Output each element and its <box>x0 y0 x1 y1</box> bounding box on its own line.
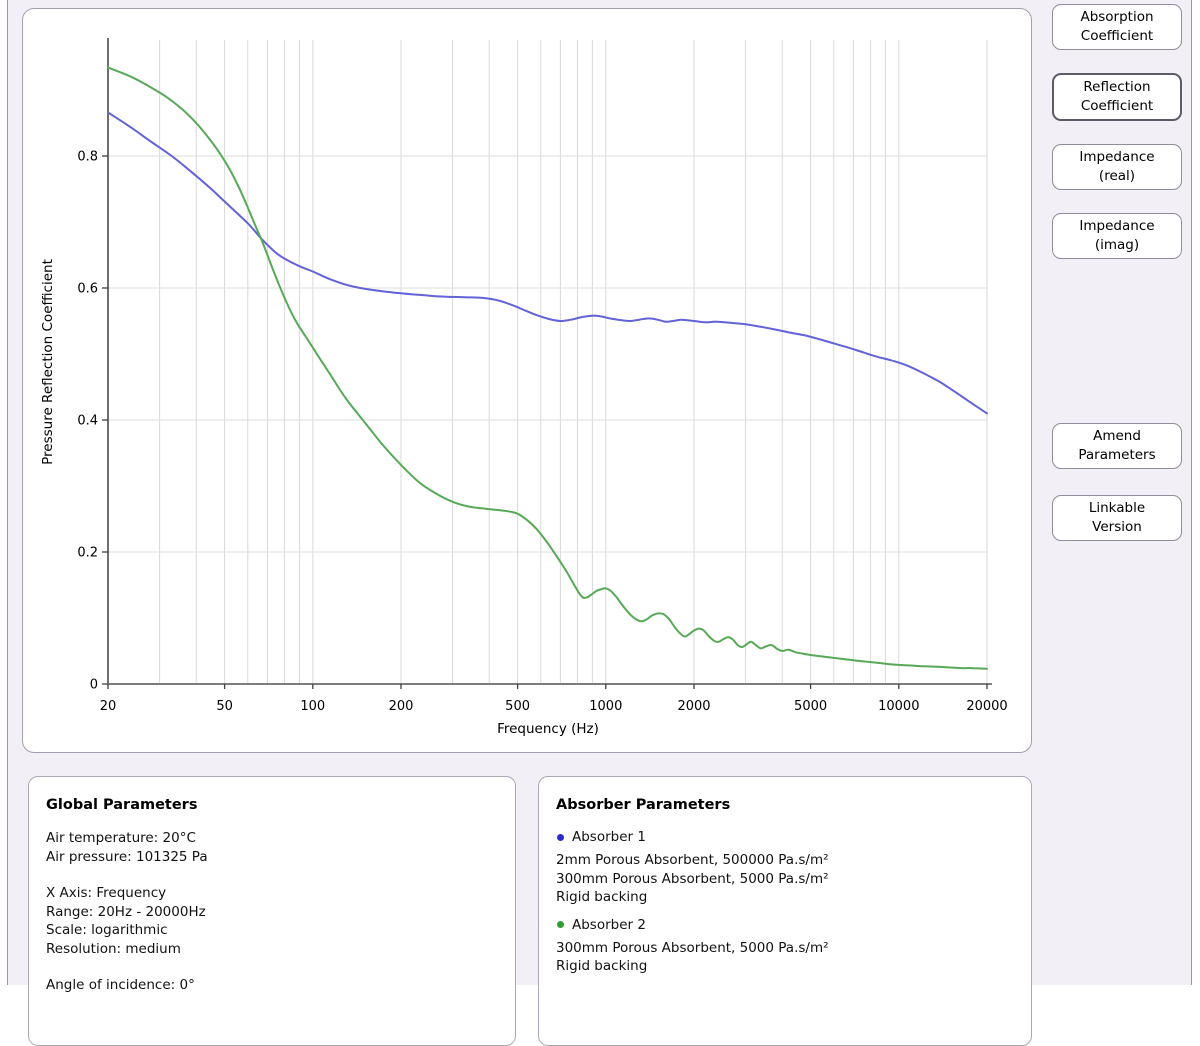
view-button-impedance[interactable]: Impedance (real) <box>1052 144 1182 190</box>
view-button-impedance[interactable]: Impedance (imag) <box>1052 213 1182 259</box>
absorber-name: Absorber 2 <box>572 916 646 933</box>
action-buttons-group: Amend Parameters Linkable Version <box>1052 423 1182 541</box>
parameter-line: Air pressure: 101325 Pa <box>46 848 208 865</box>
x-tick-label: 20000 <box>966 699 1007 714</box>
page-background: 0 0.2 0.4 0.6 0.8 20 50 100 200 500 1000 2000 5000 10… <box>7 0 1192 1046</box>
global-parameters-title: Global Parameters <box>46 797 198 813</box>
x-tick-label: 1000 <box>589 699 622 714</box>
parameter-line: Air temperature: 20°C <box>46 830 196 846</box>
global-parameters-list: Air temperature: 20°C Air pressure: 10132… <box>46 829 497 995</box>
absorber-name: Absorber 1 <box>572 829 646 845</box>
x-tick-label: 5000 <box>794 699 827 714</box>
y-tick-label: 0.8 <box>77 150 98 165</box>
view-button-absorption[interactable]: Absorption Coefficient <box>1052 4 1182 50</box>
series-line-absorber-1 <box>107 111 988 415</box>
absorber-list: Absorber 1 2mm Porous Absorbent, 500000 P… <box>556 829 1013 976</box>
y-tick-label: 0.6 <box>77 282 98 297</box>
x-tick-label: 2000 <box>677 699 710 714</box>
y-tick-label: 0.4 <box>77 414 98 429</box>
reflection-coefficient-chart: 0 0.2 0.4 0.6 0.8 20 50 100 200 500 1000 2000 5000 10… <box>40 38 1008 737</box>
x-tick-label: 50 <box>216 699 233 714</box>
absorber-layer-line: 2mm Porous Absorbent, 500000 Pa.s/m² <box>556 852 829 868</box>
x-tick-label: 10000 <box>878 699 919 714</box>
parameter-group: Air temperature: 20°C Air pressure: 10132… <box>46 829 497 866</box>
absorber-name-row: Absorber 1 <box>556 829 1013 845</box>
absorber-layer-line: 300mm Porous Absorbent, 5000 Pa.s/m² <box>556 939 829 956</box>
parameter-line: Range: 20Hz - 20000Hz <box>46 903 206 920</box>
x-axis-title: Frequency (Hz) <box>497 721 599 737</box>
y-tick-label: 0.2 <box>77 546 98 561</box>
x-tick-label: 200 <box>389 699 414 714</box>
chart-panel: 0 0.2 0.4 0.6 0.8 20 50 100 200 500 1000 2000 5000 10… <box>22 8 1032 753</box>
parameter-line: Resolution: medium <box>46 940 181 957</box>
absorber-layer-line: Rigid backing <box>556 889 648 905</box>
absorber-layer-line: Rigid backing <box>556 958 648 974</box>
view-button-reflection[interactable]: Reflection Coefficient <box>1052 73 1182 121</box>
x-tick-label: 500 <box>505 699 530 714</box>
y-tick-label: 0 <box>90 678 98 693</box>
parameter-line: Scale: logarithmic <box>46 922 168 938</box>
action-button-amend[interactable]: Amend Parameters <box>1052 423 1182 469</box>
view-buttons-group: Absorption Coefficient Reflection Coeffic… <box>1052 4 1182 259</box>
parameter-group: X Axis: Frequency Range: 20Hz - 20000Hz Sc… <box>46 884 497 958</box>
parameter-line: X Axis: Frequency <box>46 885 167 901</box>
x-tick-label: 20 <box>100 699 117 714</box>
series-line-absorber-2 <box>107 66 988 670</box>
parameter-group: Angle of incidence: 0° <box>46 976 497 995</box>
absorber-parameters-title: Absorber Parameters <box>556 797 731 813</box>
absorber-layer-line: 300mm Porous Absorbent, 5000 Pa.s/m² <box>556 870 829 887</box>
parameter-line: Angle of incidence: 0° <box>46 977 195 993</box>
x-tick-label: 100 <box>300 699 325 714</box>
global-parameters-panel: Global Parameters Air temperature: 20°C A… <box>28 776 516 1046</box>
absorber-color-dot-icon <box>557 921 564 928</box>
absorber-name-row: Absorber 2 <box>556 917 1013 933</box>
y-axis-title: Pressure Reflection Coefficient <box>40 259 56 465</box>
absorber-parameters-panel: Absorber Parameters Absorber 1 2mm Porous… <box>538 776 1032 1046</box>
action-button-linkable[interactable]: Linkable Version <box>1052 495 1182 541</box>
absorber-color-dot-icon <box>557 833 564 841</box>
